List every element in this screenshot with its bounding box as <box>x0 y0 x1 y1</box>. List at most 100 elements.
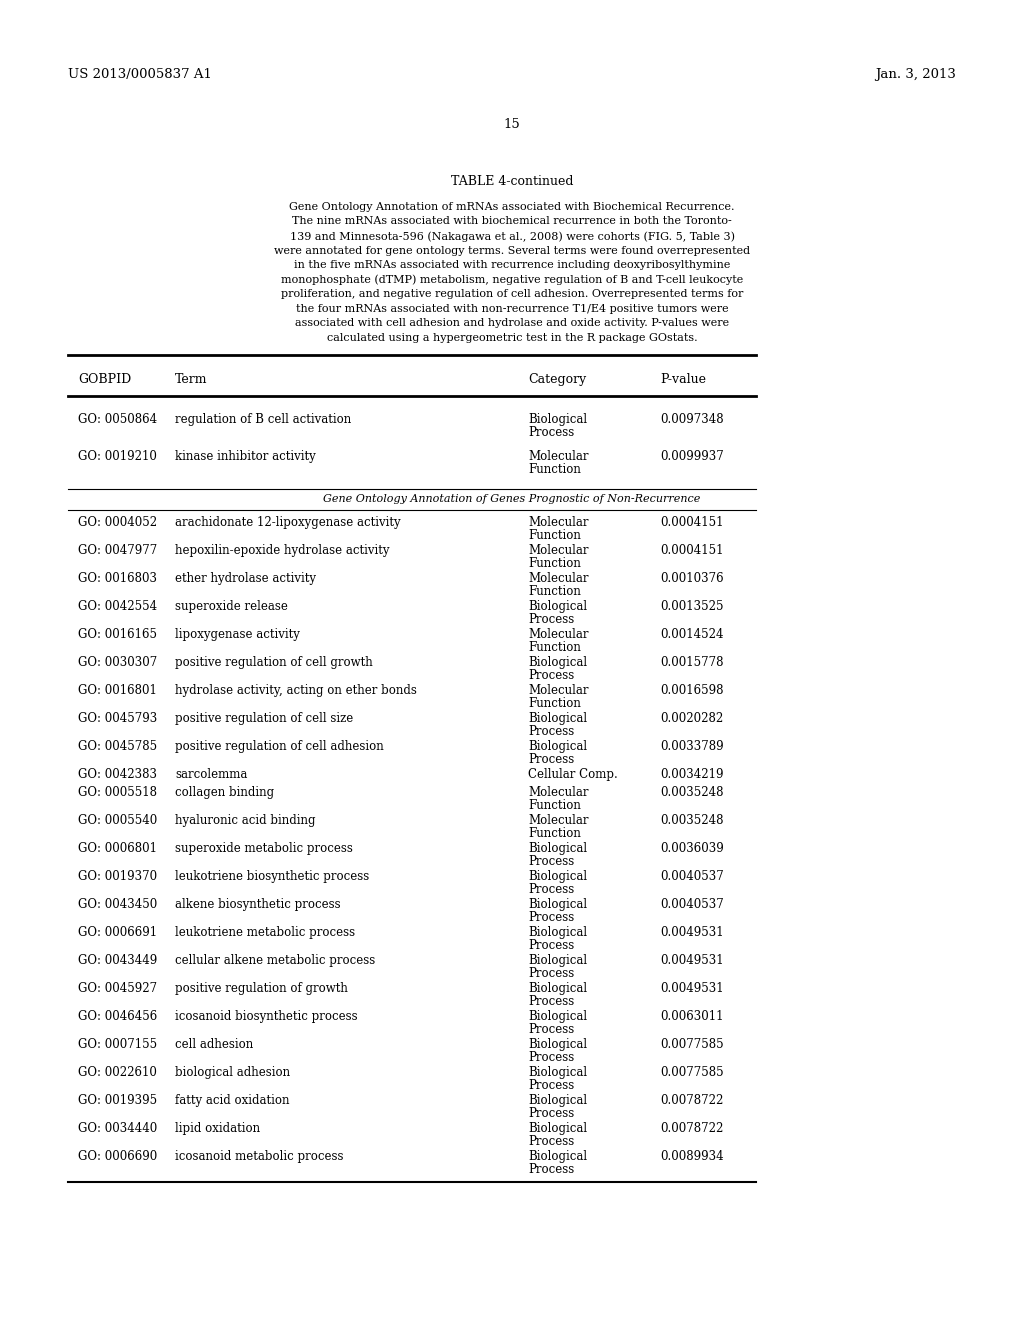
Text: Biological: Biological <box>528 870 587 883</box>
Text: GO: 0047977: GO: 0047977 <box>78 544 158 557</box>
Text: GO: 0006691: GO: 0006691 <box>78 927 157 939</box>
Text: 0.0097348: 0.0097348 <box>660 413 724 426</box>
Text: GO: 0043450: GO: 0043450 <box>78 898 158 911</box>
Text: P-value: P-value <box>660 374 706 385</box>
Text: ether hydrolase activity: ether hydrolase activity <box>175 572 316 585</box>
Text: Process: Process <box>528 1051 574 1064</box>
Text: GO: 0022610: GO: 0022610 <box>78 1067 157 1078</box>
Text: Biological: Biological <box>528 898 587 911</box>
Text: GO: 0005540: GO: 0005540 <box>78 814 158 828</box>
Text: 0.0063011: 0.0063011 <box>660 1010 724 1023</box>
Text: Molecular: Molecular <box>528 628 589 642</box>
Text: The nine mRNAs associated with biochemical recurrence in both the Toronto-: The nine mRNAs associated with biochemic… <box>292 216 732 227</box>
Text: superoxide metabolic process: superoxide metabolic process <box>175 842 353 855</box>
Text: 0.0014524: 0.0014524 <box>660 628 724 642</box>
Text: 0.0078722: 0.0078722 <box>660 1094 723 1107</box>
Text: Process: Process <box>528 1023 574 1036</box>
Text: Process: Process <box>528 855 574 869</box>
Text: 0.0049531: 0.0049531 <box>660 982 724 995</box>
Text: Process: Process <box>528 1163 574 1176</box>
Text: Process: Process <box>528 911 574 924</box>
Text: US 2013/0005837 A1: US 2013/0005837 A1 <box>68 69 212 81</box>
Text: monophosphate (dTMP) metabolism, negative regulation of B and T-cell leukocyte: monophosphate (dTMP) metabolism, negativ… <box>281 275 743 285</box>
Text: fatty acid oxidation: fatty acid oxidation <box>175 1094 290 1107</box>
Text: 0.0004151: 0.0004151 <box>660 544 724 557</box>
Text: GO: 0019395: GO: 0019395 <box>78 1094 157 1107</box>
Text: 0.0089934: 0.0089934 <box>660 1150 724 1163</box>
Text: GOBPID: GOBPID <box>78 374 131 385</box>
Text: 139 and Minnesota-596 (Nakagawa et al., 2008) were cohorts (FIG. 5, Table 3): 139 and Minnesota-596 (Nakagawa et al., … <box>290 231 734 242</box>
Text: Process: Process <box>528 939 574 952</box>
Text: GO: 0050864: GO: 0050864 <box>78 413 157 426</box>
Text: 0.0015778: 0.0015778 <box>660 656 724 669</box>
Text: were annotated for gene ontology terms. Several terms were found overrepresented: were annotated for gene ontology terms. … <box>274 246 750 256</box>
Text: Process: Process <box>528 1107 574 1119</box>
Text: 0.0034219: 0.0034219 <box>660 768 724 781</box>
Text: positive regulation of growth: positive regulation of growth <box>175 982 348 995</box>
Text: 0.0016598: 0.0016598 <box>660 684 724 697</box>
Text: Biological: Biological <box>528 1067 587 1078</box>
Text: Function: Function <box>528 697 581 710</box>
Text: Process: Process <box>528 1135 574 1148</box>
Text: Function: Function <box>528 463 581 477</box>
Text: Biological: Biological <box>528 1150 587 1163</box>
Text: 0.0035248: 0.0035248 <box>660 785 724 799</box>
Text: 0.0035248: 0.0035248 <box>660 814 724 828</box>
Text: Function: Function <box>528 585 581 598</box>
Text: positive regulation of cell size: positive regulation of cell size <box>175 711 353 725</box>
Text: lipid oxidation: lipid oxidation <box>175 1122 260 1135</box>
Text: calculated using a hypergeometric test in the R package GOstats.: calculated using a hypergeometric test i… <box>327 333 697 342</box>
Text: GO: 0042554: GO: 0042554 <box>78 601 157 612</box>
Text: Biological: Biological <box>528 927 587 939</box>
Text: Biological: Biological <box>528 656 587 669</box>
Text: GO: 0004052: GO: 0004052 <box>78 516 157 529</box>
Text: Molecular: Molecular <box>528 684 589 697</box>
Text: Molecular: Molecular <box>528 450 589 463</box>
Text: Biological: Biological <box>528 741 587 752</box>
Text: GO: 0019370: GO: 0019370 <box>78 870 157 883</box>
Text: Cellular Comp.: Cellular Comp. <box>528 768 617 781</box>
Text: 0.0049531: 0.0049531 <box>660 927 724 939</box>
Text: Molecular: Molecular <box>528 785 589 799</box>
Text: Biological: Biological <box>528 413 587 426</box>
Text: GO: 0006690: GO: 0006690 <box>78 1150 158 1163</box>
Text: hydrolase activity, acting on ether bonds: hydrolase activity, acting on ether bond… <box>175 684 417 697</box>
Text: Biological: Biological <box>528 1122 587 1135</box>
Text: Gene Ontology Annotation of mRNAs associated with Biochemical Recurrence.: Gene Ontology Annotation of mRNAs associ… <box>289 202 735 213</box>
Text: Term: Term <box>175 374 208 385</box>
Text: 0.0049531: 0.0049531 <box>660 954 724 968</box>
Text: positive regulation of cell growth: positive regulation of cell growth <box>175 656 373 669</box>
Text: GO: 0007155: GO: 0007155 <box>78 1038 157 1051</box>
Text: icosanoid metabolic process: icosanoid metabolic process <box>175 1150 343 1163</box>
Text: Process: Process <box>528 725 574 738</box>
Text: Biological: Biological <box>528 1010 587 1023</box>
Text: Biological: Biological <box>528 954 587 968</box>
Text: proliferation, and negative regulation of cell adhesion. Overrepresented terms f: proliferation, and negative regulation o… <box>281 289 743 300</box>
Text: sarcolemma: sarcolemma <box>175 768 248 781</box>
Text: Process: Process <box>528 883 574 896</box>
Text: kinase inhibitor activity: kinase inhibitor activity <box>175 450 315 463</box>
Text: GO: 0016801: GO: 0016801 <box>78 684 157 697</box>
Text: Biological: Biological <box>528 1038 587 1051</box>
Text: Molecular: Molecular <box>528 572 589 585</box>
Text: Function: Function <box>528 529 581 543</box>
Text: GO: 0005518: GO: 0005518 <box>78 785 157 799</box>
Text: 0.0033789: 0.0033789 <box>660 741 724 752</box>
Text: associated with cell adhesion and hydrolase and oxide activity. P-values were: associated with cell adhesion and hydrol… <box>295 318 729 327</box>
Text: Molecular: Molecular <box>528 516 589 529</box>
Text: Process: Process <box>528 1078 574 1092</box>
Text: TABLE 4-continued: TABLE 4-continued <box>451 176 573 187</box>
Text: cellular alkene metabolic process: cellular alkene metabolic process <box>175 954 375 968</box>
Text: Molecular: Molecular <box>528 544 589 557</box>
Text: Molecular: Molecular <box>528 814 589 828</box>
Text: positive regulation of cell adhesion: positive regulation of cell adhesion <box>175 741 384 752</box>
Text: hyaluronic acid binding: hyaluronic acid binding <box>175 814 315 828</box>
Text: lipoxygenase activity: lipoxygenase activity <box>175 628 300 642</box>
Text: GO: 0045793: GO: 0045793 <box>78 711 158 725</box>
Text: the four mRNAs associated with non-recurrence T1/E4 positive tumors were: the four mRNAs associated with non-recur… <box>296 304 728 314</box>
Text: 0.0078722: 0.0078722 <box>660 1122 723 1135</box>
Text: 15: 15 <box>504 117 520 131</box>
Text: Process: Process <box>528 612 574 626</box>
Text: leukotriene metabolic process: leukotriene metabolic process <box>175 927 355 939</box>
Text: GO: 0034440: GO: 0034440 <box>78 1122 158 1135</box>
